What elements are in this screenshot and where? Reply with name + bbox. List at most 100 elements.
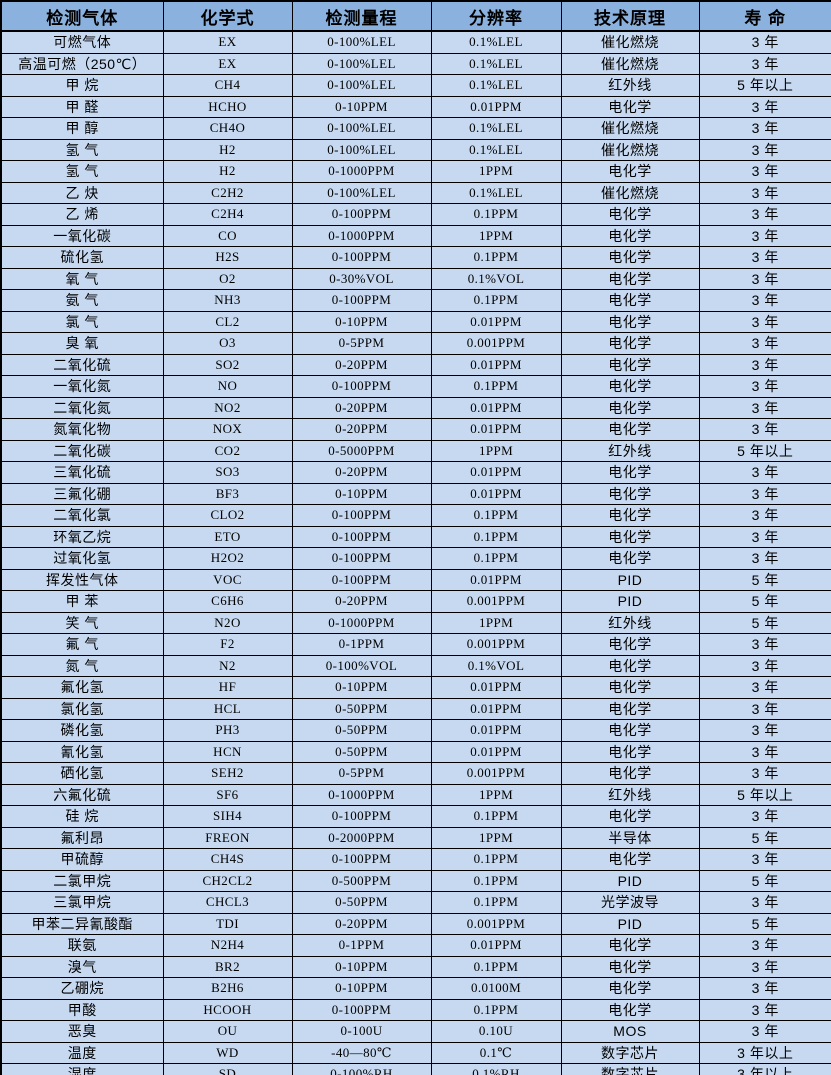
- cell-chemical-formula[interactable]: VOC: [162, 568, 293, 591]
- cell-gas-name[interactable]: 甲 醛: [0, 95, 164, 118]
- cell-gas-name[interactable]: 乙 炔: [0, 181, 164, 204]
- cell-chemical-formula[interactable]: NO2: [162, 396, 293, 419]
- cell-technology[interactable]: 红外线: [560, 611, 700, 634]
- cell-technology[interactable]: 红外线: [560, 783, 700, 806]
- cell-resolution[interactable]: 1PPM: [430, 826, 562, 849]
- table-row[interactable]: 氢 气 H2 0-100%LEL 0.1%LEL 催化燃烧 3 年: [0, 138, 831, 161]
- cell-lifetime[interactable]: 3 年: [698, 203, 831, 226]
- cell-lifetime[interactable]: 3 年: [698, 52, 831, 75]
- cell-technology[interactable]: 电化学: [560, 160, 700, 183]
- cell-resolution[interactable]: 0.1PPM: [430, 805, 562, 828]
- column-header-lifetime[interactable]: 寿 命: [698, 0, 831, 32]
- table-row[interactable]: 挥发性气体 VOC 0-100PPM 0.01PPM PID 5 年: [0, 568, 831, 591]
- cell-lifetime[interactable]: 3 年: [698, 955, 831, 978]
- cell-resolution[interactable]: 0.1%LEL: [430, 138, 562, 161]
- cell-technology[interactable]: 电化学: [560, 805, 700, 828]
- cell-detection-range[interactable]: 0-100%LEL: [291, 117, 432, 140]
- cell-chemical-formula[interactable]: WD: [162, 1041, 293, 1064]
- cell-technology[interactable]: 电化学: [560, 654, 700, 677]
- cell-technology[interactable]: 数字芯片: [560, 1063, 700, 1075]
- cell-lifetime[interactable]: 3 年: [698, 762, 831, 785]
- cell-detection-range[interactable]: 0-100PPM: [291, 289, 432, 312]
- cell-lifetime[interactable]: 3 年: [698, 654, 831, 677]
- cell-technology[interactable]: 电化学: [560, 719, 700, 742]
- cell-lifetime[interactable]: 5 年: [698, 611, 831, 634]
- cell-detection-range[interactable]: 0-50PPM: [291, 740, 432, 763]
- cell-resolution[interactable]: 0.0100M: [430, 977, 562, 1000]
- cell-technology[interactable]: PID: [560, 869, 700, 892]
- cell-lifetime[interactable]: 5 年以上: [698, 783, 831, 806]
- table-row[interactable]: 二氧化氯 CLO2 0-100PPM 0.1PPM 电化学 3 年: [0, 504, 831, 527]
- cell-gas-name[interactable]: 二氧化硫: [0, 353, 164, 376]
- table-row[interactable]: 环氧乙烷 ETO 0-100PPM 0.1PPM 电化学 3 年: [0, 525, 831, 548]
- cell-detection-range[interactable]: 0-100PPM: [291, 375, 432, 398]
- cell-technology[interactable]: 电化学: [560, 203, 700, 226]
- cell-gas-name[interactable]: 甲 醇: [0, 117, 164, 140]
- cell-resolution[interactable]: 0.01PPM: [430, 568, 562, 591]
- cell-lifetime[interactable]: 5 年: [698, 590, 831, 613]
- cell-resolution[interactable]: 0.1PPM: [430, 504, 562, 527]
- table-row[interactable]: 硫化氢 H2S 0-100PPM 0.1PPM 电化学 3 年: [0, 246, 831, 269]
- table-row[interactable]: 乙硼烷 B2H6 0-10PPM 0.0100M 电化学 3 年: [0, 977, 831, 1000]
- cell-resolution[interactable]: 0.001PPM: [430, 590, 562, 613]
- cell-chemical-formula[interactable]: CH4: [162, 74, 293, 97]
- cell-lifetime[interactable]: 5 年: [698, 869, 831, 892]
- cell-resolution[interactable]: 1PPM: [430, 611, 562, 634]
- cell-lifetime[interactable]: 3 年: [698, 310, 831, 333]
- cell-detection-range[interactable]: 0-20PPM: [291, 396, 432, 419]
- cell-technology[interactable]: 电化学: [560, 697, 700, 720]
- cell-gas-name[interactable]: 可燃气体: [0, 30, 164, 54]
- cell-resolution[interactable]: 0.1PPM: [430, 289, 562, 312]
- cell-lifetime[interactable]: 3 年: [698, 848, 831, 871]
- cell-detection-range[interactable]: 0-20PPM: [291, 418, 432, 441]
- cell-chemical-formula[interactable]: N2: [162, 654, 293, 677]
- cell-resolution[interactable]: 0.001PPM: [430, 912, 562, 935]
- column-header-resolution[interactable]: 分辨率: [430, 0, 562, 32]
- cell-chemical-formula[interactable]: CH4O: [162, 117, 293, 140]
- cell-detection-range[interactable]: 0-1PPM: [291, 633, 432, 656]
- cell-resolution[interactable]: 0.01PPM: [430, 353, 562, 376]
- table-row[interactable]: 三氟化硼 BF3 0-10PPM 0.01PPM 电化学 3 年: [0, 482, 831, 505]
- table-row[interactable]: 硅 烷 SIH4 0-100PPM 0.1PPM 电化学 3 年: [0, 805, 831, 828]
- cell-lifetime[interactable]: 3 年: [698, 547, 831, 570]
- table-row[interactable]: 可燃气体 EX 0-100%LEL 0.1%LEL 催化燃烧 3 年: [0, 30, 831, 54]
- cell-gas-name[interactable]: 三氯甲烷: [0, 891, 164, 914]
- cell-chemical-formula[interactable]: CH4S: [162, 848, 293, 871]
- cell-gas-name[interactable]: 一氧化氮: [0, 375, 164, 398]
- cell-resolution[interactable]: 0.01PPM: [430, 482, 562, 505]
- cell-chemical-formula[interactable]: CO2: [162, 439, 293, 462]
- table-row[interactable]: 二氯甲烷 CH2CL2 0-500PPM 0.1PPM PID 5 年: [0, 869, 831, 892]
- cell-gas-name[interactable]: 氯 气: [0, 310, 164, 333]
- column-header-detection-range[interactable]: 检测量程: [291, 0, 432, 32]
- cell-gas-name[interactable]: 磷化氢: [0, 719, 164, 742]
- cell-gas-name[interactable]: 联氨: [0, 934, 164, 957]
- cell-gas-name[interactable]: 甲硫醇: [0, 848, 164, 871]
- cell-gas-name[interactable]: 三氟化硼: [0, 482, 164, 505]
- cell-gas-name[interactable]: 臭 氧: [0, 332, 164, 355]
- cell-gas-name[interactable]: 溴气: [0, 955, 164, 978]
- cell-gas-name[interactable]: 六氟化硫: [0, 783, 164, 806]
- cell-gas-name[interactable]: 高温可燃（250℃）: [0, 52, 164, 75]
- cell-chemical-formula[interactable]: OU: [162, 1020, 293, 1043]
- table-row[interactable]: 甲苯二异氰酸酯 TDI 0-20PPM 0.001PPM PID 5 年: [0, 912, 831, 935]
- table-row[interactable]: 三氯甲烷 CHCL3 0-50PPM 0.1PPM 光学波导 3 年: [0, 891, 831, 914]
- cell-technology[interactable]: 电化学: [560, 375, 700, 398]
- cell-detection-range[interactable]: 0-10PPM: [291, 977, 432, 1000]
- cell-lifetime[interactable]: 5 年: [698, 826, 831, 849]
- cell-detection-range[interactable]: 0-20PPM: [291, 461, 432, 484]
- table-row[interactable]: 乙 烯 C2H4 0-100PPM 0.1PPM 电化学 3 年: [0, 203, 831, 226]
- cell-technology[interactable]: 电化学: [560, 310, 700, 333]
- cell-gas-name[interactable]: 甲酸: [0, 998, 164, 1021]
- table-row[interactable]: 臭 氧 O3 0-5PPM 0.001PPM 电化学 3 年: [0, 332, 831, 355]
- table-row[interactable]: 一氧化氮 NO 0-100PPM 0.1PPM 电化学 3 年: [0, 375, 831, 398]
- cell-chemical-formula[interactable]: H2O2: [162, 547, 293, 570]
- cell-chemical-formula[interactable]: B2H6: [162, 977, 293, 1000]
- cell-resolution[interactable]: 0.1PPM: [430, 998, 562, 1021]
- cell-lifetime[interactable]: 3 年: [698, 181, 831, 204]
- cell-chemical-formula[interactable]: HCOOH: [162, 998, 293, 1021]
- table-row[interactable]: 硒化氢 SEH2 0-5PPM 0.001PPM 电化学 3 年: [0, 762, 831, 785]
- cell-gas-name[interactable]: 氢 气: [0, 138, 164, 161]
- cell-chemical-formula[interactable]: HCL: [162, 697, 293, 720]
- cell-technology[interactable]: 电化学: [560, 246, 700, 269]
- cell-lifetime[interactable]: 3 年: [698, 375, 831, 398]
